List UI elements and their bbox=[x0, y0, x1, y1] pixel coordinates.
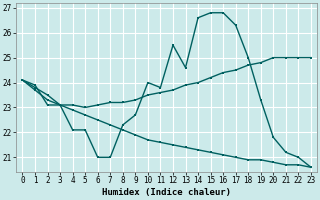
X-axis label: Humidex (Indice chaleur): Humidex (Indice chaleur) bbox=[102, 188, 231, 197]
